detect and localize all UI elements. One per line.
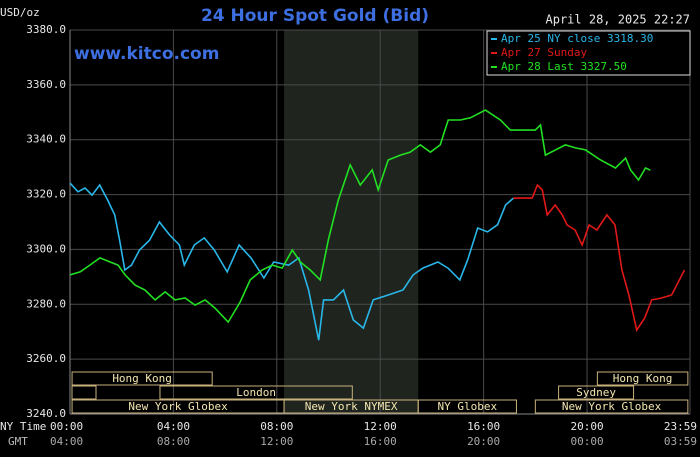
y-tick-label: 3260.0 — [26, 352, 66, 365]
session-label: NY Globex — [438, 400, 498, 413]
y-tick-label: 3320.0 — [26, 188, 66, 201]
subtitle: www.kitco.com — [74, 44, 219, 64]
y-tick-label: 3360.0 — [26, 78, 66, 91]
x-tick-label: 16:00 — [467, 420, 500, 433]
x-tick-label: 23:59 — [664, 420, 697, 433]
session-label: Hong Kong — [613, 372, 673, 385]
session-label: London — [236, 386, 276, 399]
series-line — [69, 109, 651, 324]
chart-title: 24 Hour Spot Gold (Bid) — [201, 6, 429, 26]
session-box — [159, 385, 353, 400]
shaded-band — [284, 30, 419, 414]
x-tick-label: 20:00 — [570, 420, 603, 433]
x-tick-label-gmt: 12:00 — [260, 435, 293, 448]
y-tick-label: 3240.0 — [26, 407, 66, 420]
legend-label: Apr 25 NY close 3318.30 — [501, 32, 653, 45]
x-tick-label-gmt: 20:00 — [467, 435, 500, 448]
session-label: New York NYMEX — [305, 400, 398, 413]
session-label: New York Globex — [562, 400, 662, 413]
x-tick-label-gmt: 04:00 — [50, 435, 83, 448]
legend-label: Apr 28 Last 3327.50 — [501, 60, 627, 73]
plot-background — [69, 29, 691, 415]
legend-box — [486, 30, 691, 76]
session-box — [417, 399, 517, 414]
session-box — [596, 371, 689, 386]
x-tick-label: 04:00 — [157, 420, 190, 433]
session-label: Sydney — [576, 386, 616, 399]
session-label: New York Globex — [128, 400, 228, 413]
session-label: Hong Kong — [112, 372, 172, 385]
session-box — [558, 385, 635, 400]
session-box — [71, 385, 97, 400]
x-row-label: NY Time — [0, 420, 46, 433]
x-tick-label-gmt: 03:59 — [664, 435, 697, 448]
y-tick-label: 3380.0 — [26, 23, 66, 36]
y-axis-label: USD/oz — [0, 6, 40, 19]
y-tick-label: 3300.0 — [26, 242, 66, 255]
x-tick-label-gmt: 16:00 — [364, 435, 397, 448]
y-tick-label: 3280.0 — [26, 297, 66, 310]
x-tick-label: 12:00 — [364, 420, 397, 433]
y-tick-label: 3340.0 — [26, 133, 66, 146]
timestamp: April 28, 2025 22:27 — [546, 13, 691, 27]
x-tick-label-gmt: 08:00 — [157, 435, 190, 448]
x-tick-label: 08:00 — [260, 420, 293, 433]
series-line — [513, 183, 686, 333]
session-box — [534, 399, 689, 414]
x-row-label: GMT — [8, 435, 28, 448]
series-line — [69, 182, 514, 341]
session-box — [71, 371, 213, 386]
x-tick-label: 00:00 — [50, 420, 83, 433]
legend-label: Apr 27 Sunday — [501, 46, 587, 59]
x-tick-label-gmt: 00:00 — [570, 435, 603, 448]
